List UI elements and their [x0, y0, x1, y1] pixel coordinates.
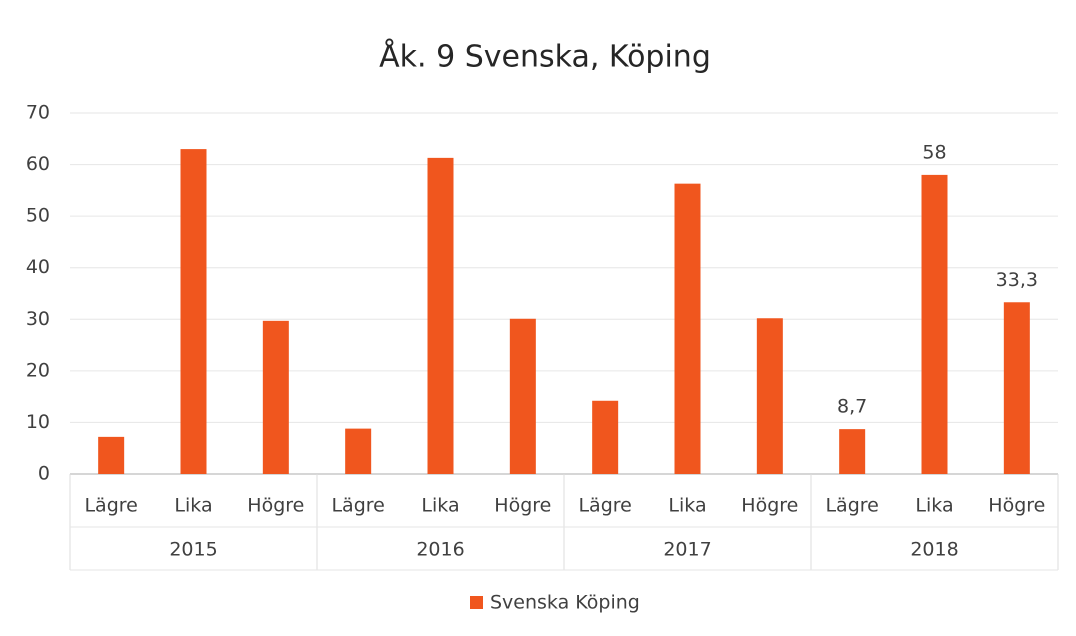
group-label: 2017: [663, 539, 711, 561]
x-tick-label: Högre: [988, 495, 1045, 517]
data-label: 8,7: [837, 396, 867, 418]
y-tick-label: 30: [26, 308, 50, 330]
legend-label: Svenska Köping: [490, 592, 640, 614]
bar: [262, 320, 289, 474]
group-label: 2018: [910, 539, 958, 561]
group-label: 2015: [169, 539, 217, 561]
bar: [839, 429, 866, 474]
x-tick-label: Lika: [421, 495, 459, 517]
bar: [345, 428, 372, 474]
x-tick-label: Högre: [741, 495, 798, 517]
y-tick-label: 0: [38, 463, 50, 485]
bar: [756, 318, 783, 474]
group-label: 2016: [416, 539, 464, 561]
bar: [180, 149, 207, 474]
legend-swatch: [470, 596, 483, 609]
x-tick-label: Högre: [247, 495, 304, 517]
x-tick-label: Lägre: [825, 495, 878, 517]
x-tick-label: Lika: [915, 495, 953, 517]
y-tick-label: 70: [26, 102, 50, 124]
x-tick-label: Lika: [174, 495, 212, 517]
x-tick-label: Lika: [668, 495, 706, 517]
bar: [1003, 302, 1030, 474]
bar: [509, 318, 536, 474]
y-tick-label: 10: [26, 411, 50, 433]
x-tick-label: Lägre: [84, 495, 137, 517]
chart-title: Åk. 9 Svenska, Köping: [379, 39, 711, 75]
bar: [674, 183, 701, 474]
y-tick-label: 50: [26, 205, 50, 227]
x-tick-label: Lägre: [578, 495, 631, 517]
y-tick-label: 60: [26, 153, 50, 175]
bar: [427, 157, 454, 475]
bar: [921, 174, 948, 474]
y-tick-label: 20: [26, 359, 50, 381]
data-label: 58: [922, 141, 946, 163]
y-tick-label: 40: [26, 256, 50, 278]
x-tick-label: Högre: [494, 495, 551, 517]
data-label: 33,3: [996, 269, 1038, 291]
bar: [98, 436, 125, 474]
x-tick-label: Lägre: [331, 495, 384, 517]
bar: [592, 400, 619, 474]
